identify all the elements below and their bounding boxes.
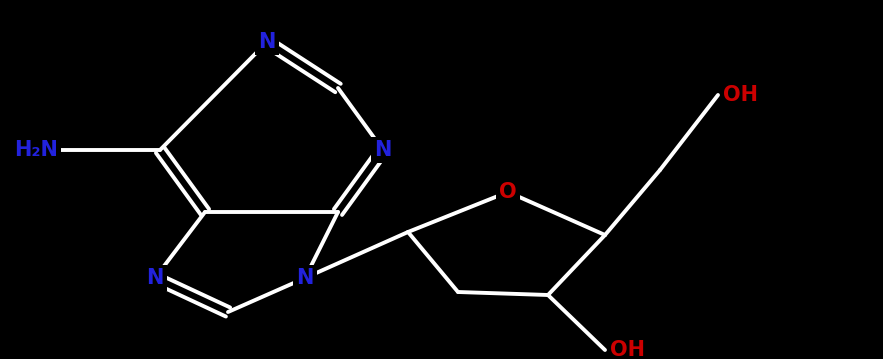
Text: N: N <box>259 32 275 52</box>
Text: OH: OH <box>610 340 645 359</box>
Text: OH: OH <box>723 85 758 105</box>
Text: N: N <box>147 268 163 288</box>
Text: N: N <box>374 140 392 160</box>
Text: O: O <box>499 182 517 202</box>
Text: H₂N: H₂N <box>14 140 58 160</box>
Text: N: N <box>297 268 313 288</box>
